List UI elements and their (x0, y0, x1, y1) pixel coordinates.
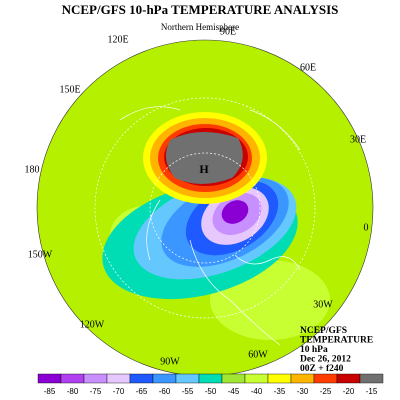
longitude-label: 30E (350, 134, 366, 145)
longitude-label: 90E (220, 26, 236, 37)
colorbar-swatch (221, 373, 246, 384)
colorbar-swatch (175, 373, 200, 384)
info-line: Dec 26, 2012 (300, 355, 351, 365)
colorbar-swatch (336, 373, 361, 384)
field-region (166, 131, 243, 184)
colorbar-tick-label: -75 (90, 387, 102, 396)
colorbar-tick-label: -65 (136, 387, 148, 396)
field-region (221, 200, 249, 224)
colorbar-tick-label: -50 (205, 387, 217, 396)
colorbar-tick-label: -45 (228, 387, 240, 396)
colorbar-tick-label: -80 (67, 387, 79, 396)
colorbar-tick-label: -85 (44, 387, 56, 396)
colorbar-swatch (106, 373, 131, 384)
colorbar-swatch (290, 373, 315, 384)
colorbar-swatch (129, 373, 154, 384)
longitude-label: 0 (364, 222, 369, 233)
coastline (119, 106, 301, 346)
title: NCEP/GFS 10-hPa TEMPERATURE ANALYSIS (62, 2, 339, 17)
longitude-label: 60E (300, 62, 316, 73)
longitude-label: 120W (80, 319, 105, 330)
longitude-label: 120E (107, 34, 128, 45)
colorbar-tick-label: -30 (297, 387, 309, 396)
info-line: 00Z + f240 (300, 364, 344, 374)
longitude-label: 90W (160, 356, 180, 367)
colorbar-swatch (198, 373, 223, 384)
high-label: H (199, 162, 209, 176)
longitude-label: 60W (248, 349, 268, 360)
longitude-label: 150W (28, 249, 53, 260)
longitude-label: 180 (25, 164, 40, 175)
colorbar-swatch (313, 373, 338, 384)
colorbar-swatch (152, 373, 177, 384)
info-line: TEMPERATURE (300, 336, 373, 346)
latitude-circle (149, 152, 261, 264)
colorbar-tick-label: -20 (343, 387, 355, 396)
temperature-field (37, 40, 373, 376)
longitude-label: 30W (313, 299, 333, 310)
colorbar-swatch (37, 373, 62, 384)
colorbar-tick-label: -40 (251, 387, 263, 396)
colorbar-tick-label: -70 (113, 387, 125, 396)
colorbar-swatch (83, 373, 108, 384)
subtitle: Northern Hemisphere (161, 22, 239, 32)
colorbar-tick-label: -60 (159, 387, 171, 396)
colorbar-tick-label: -35 (274, 387, 286, 396)
colorbar-swatch (60, 373, 85, 384)
colorbar-tick-label: -55 (182, 387, 194, 396)
colorbar-tick-label: -25 (320, 387, 332, 396)
info-line: NCEP/GFS (300, 326, 347, 336)
colorbar-tick-label: -15 (366, 387, 378, 396)
colorbar-swatch (359, 373, 384, 384)
latitude-circle (94, 97, 316, 319)
colorbar-swatch (267, 373, 292, 384)
info-line: 10 hPa (300, 345, 328, 355)
colorbar-swatch (244, 373, 269, 384)
longitude-label: 150E (59, 84, 80, 95)
